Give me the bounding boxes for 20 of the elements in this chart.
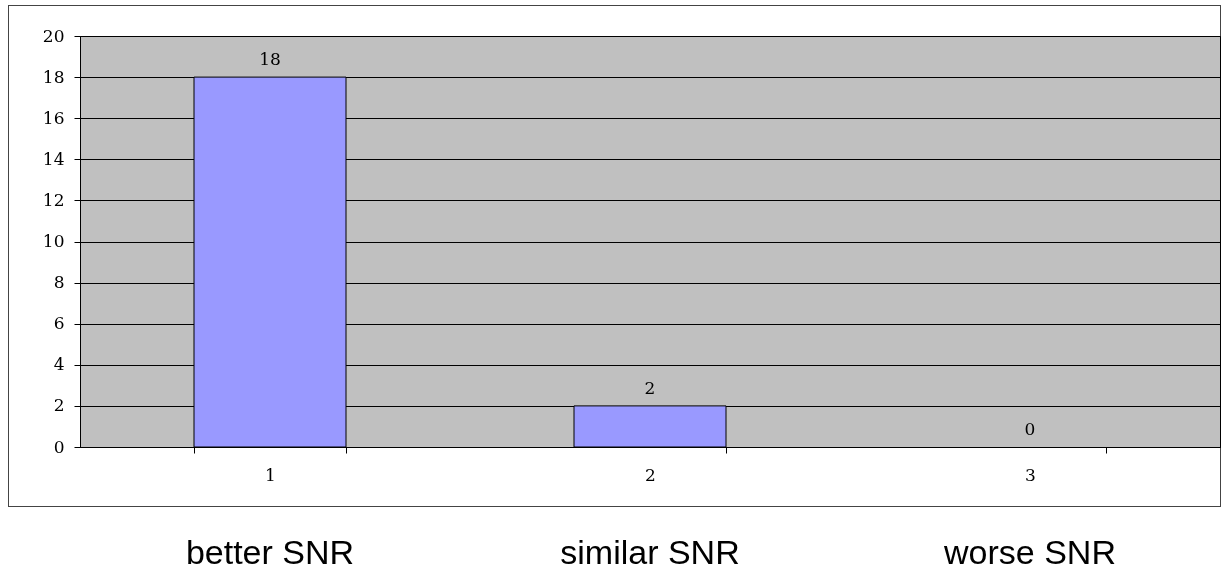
- data-label: 18: [259, 49, 281, 70]
- y-tick-label: 20: [42, 25, 65, 46]
- y-tick-label: 2: [53, 395, 65, 416]
- text: similar SNR: [560, 533, 740, 571]
- data-label: 2: [644, 377, 656, 398]
- x-tick-label: 1: [265, 464, 276, 485]
- text: better SNR: [185, 533, 355, 571]
- y-tick-label: 4: [53, 354, 65, 375]
- y-tick-label: 10: [42, 231, 65, 251]
- y-tick-label: 16: [42, 107, 65, 128]
- y-tick-label: 18: [42, 66, 65, 87]
- text: worse SNR: [943, 533, 1116, 571]
- data-label: 0: [1024, 419, 1036, 439]
- y-tick-label: 12: [42, 189, 65, 210]
- y-tick-label: 6: [53, 313, 65, 334]
- y-tick-label: 8: [53, 272, 65, 293]
- y-tick-label: 0: [53, 436, 65, 457]
- x-tick-label: 3: [1025, 464, 1036, 485]
- y-tick-label: 14: [42, 148, 65, 169]
- x-tick-label: 2: [645, 464, 656, 485]
